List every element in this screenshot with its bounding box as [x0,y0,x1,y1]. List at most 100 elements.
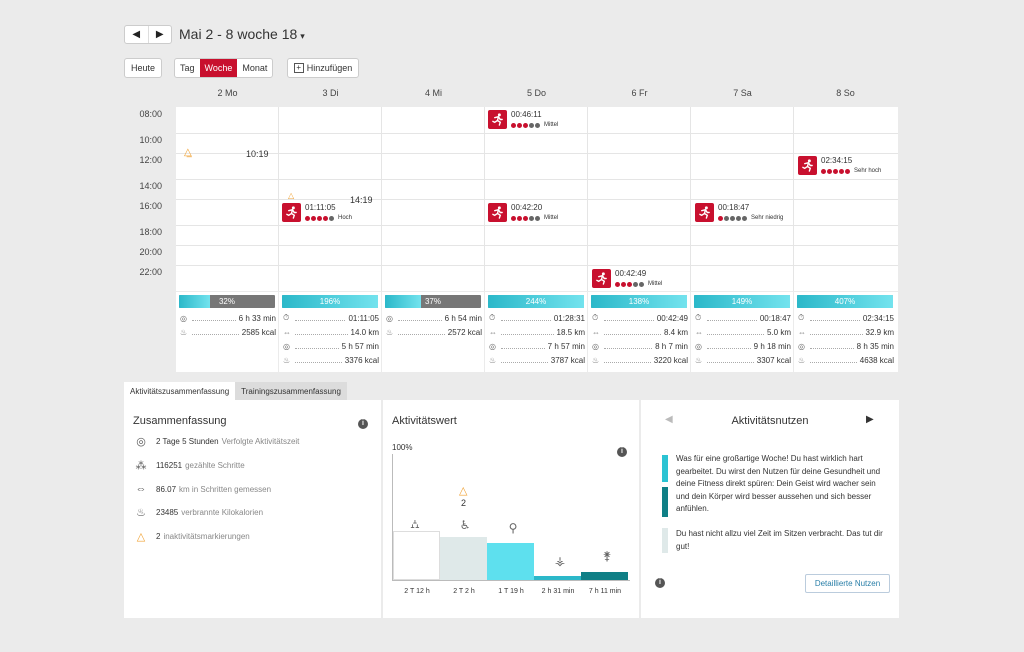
active-time-row: ◎ 7 h 57 min [489,340,585,352]
calories-row: ♨ 2585 kcal [180,326,276,338]
info-icon[interactable]: i [655,578,665,588]
calories-row: ♨ 3307 kcal [695,354,791,366]
day-stats[interactable]: 407% ⏱ 02:34:15 ⇔ 32.9 km ◎ 8 h 35 min ♨ 463… [794,292,898,372]
summary-label: gezählte Schritte [185,461,245,470]
clock-icon: ◎ [386,313,393,323]
activity-entry[interactable]: 02:34:15 Sehr hoch [798,156,881,175]
calories-value: 3307 kcal [756,355,791,365]
activity-entry[interactable]: 00:42:49 Mittel [592,269,662,288]
intensity-dots: Sehr niedrig [718,215,783,221]
active-time-value: 5 h 57 min [341,341,379,351]
goal-percent: 407% [834,297,856,306]
activity-duration: 00:42:20 [511,203,543,212]
legend-bar-darkteal [662,487,668,517]
inactivity-warning-icon: △ [459,485,468,497]
day-header-di: 3 Di [322,88,339,98]
activity-goal-bar: 244% [488,295,584,308]
day-stats[interactable]: 138% ⏱ 00:42:49 ⇔ 8.4 km ◎ 8 h 7 min ♨ 3220 … [588,292,690,372]
day-view-button[interactable]: Tag [180,63,195,73]
calories-value: 4638 kcal [859,355,894,365]
day-stats[interactable]: 244% ⏱ 01:28:31 ⇔ 18.5 km ◎ 7 h 57 min ♨ 378… [485,292,587,372]
prev-week-button[interactable]: ◀ [125,26,149,43]
flame-icon: ♨ [798,355,806,365]
intensity-label: Mittel [544,122,559,128]
activity-duration: 00:18:47 [718,203,750,212]
goal-fill [591,295,687,308]
activity-duration: 01:11:05 [305,203,336,212]
activity-entry[interactable]: 00:46:11 Mittel [488,110,558,129]
running-icon [488,203,507,222]
goal-fill [385,295,421,308]
stopwatch-icon: ⏱ [592,313,599,322]
tab-activity-summary[interactable]: Aktivitätszusammenfassung [124,382,236,400]
activity-entry[interactable]: 00:42:20 Mittel [488,203,558,222]
calories-row: ♨ 2572 kcal [386,326,482,338]
flame-icon: ♨ [489,355,497,365]
date-range-selector[interactable]: Mai 2 - 8 woche 18 ▾ [179,26,305,42]
next-week-button[interactable]: ▶ [155,29,164,40]
activity-duration: 00:46:11 [511,110,542,119]
activity-goal-bar: 407% [797,295,893,308]
intensity-label: Sehr niedrig [751,215,784,221]
calories-value: 3376 kcal [344,355,379,365]
month-view-button[interactable]: Monat [242,63,268,73]
activity-bar [487,543,534,580]
activity-time-icon: ◎ [136,436,146,448]
bar-label: 1 T 19 h [498,588,524,595]
training-duration-value: 01:11:05 [348,313,379,323]
distance-icon: ⇔ [283,327,291,337]
goal-fill [179,295,210,308]
flame-icon: ♨ [180,327,188,337]
training-duration-row: ⏱ 02:34:15 [798,312,894,324]
day-stats[interactable]: 32% ◎ 6 h 33 min ♨ 2585 kcal [176,292,278,372]
activity-entry[interactable]: 01:11:05 Hoch [282,203,352,222]
prev-benefit-button[interactable]: ◀ [665,414,673,425]
clock-icon: ◎ [489,341,496,351]
week-view-button[interactable]: Woche [199,59,238,77]
active-time-value: 6 h 33 min [238,313,276,323]
distance-value: 14.0 km [350,327,379,337]
next-benefit-button[interactable]: ▶ [866,414,874,425]
day-stats[interactable]: 149% ⏱ 00:18:47 ⇔ 5.0 km ◎ 9 h 18 min ♨ 3307… [691,292,793,372]
activity-goal-bar: 149% [694,295,790,308]
inactivity-warning-icon[interactable]: △̲ [184,147,192,158]
day-header-do: 5 Do [526,88,546,98]
detailed-benefits-button[interactable]: Detaillierte Nutzen [805,574,890,593]
calories-value: 2572 kcal [447,327,482,337]
running-icon: ⚵ [602,549,612,563]
tab-training-summary[interactable]: Trainingszusammenfassung [235,382,347,400]
grid-line [381,107,382,291]
summary-value: 23485 [156,508,179,517]
day-stats[interactable]: 37% ◎ 6 h 54 min ♨ 2572 kcal [382,292,484,372]
time-label: 10:00 [139,135,162,145]
intensity-label: Mittel [648,281,663,287]
active-time-row: ◎ 6 h 33 min [180,312,276,324]
flame-icon: ♨ [592,355,600,365]
add-button[interactable]: + Hinzufügen [287,58,359,78]
info-icon[interactable]: i [358,419,368,429]
inactivity-warning-icon[interactable]: △ [288,191,295,200]
day-header-so: 8 So [836,88,855,98]
activity-entry[interactable]: 00:18:47 Sehr niedrig [695,203,783,222]
today-button[interactable]: Heute [124,58,162,78]
day-header-mi: 4 Mi [424,88,442,98]
time-label: 18:00 [139,227,162,237]
running-icon [592,269,611,288]
grid-line [176,153,898,154]
active-time-row: ◎ 9 h 18 min [695,340,791,352]
day-header-fr: 6 Fr [631,88,648,98]
calendar-grid[interactable]: △̲ 10:19 △ 14:19 01:11:05 Hoch 00:46:11 … [176,107,898,291]
standing-icon: ⚲ [508,521,518,535]
walking-icon: ⚶ [554,554,566,568]
goal-fill [488,295,584,308]
info-icon[interactable]: i [617,447,627,457]
calories-row: ♨ 4638 kcal [798,354,894,366]
goal-percent: 32% [218,297,235,306]
activity-bar [393,531,440,580]
day-stats[interactable]: 196% ⏱ 01:11:05 ⇔ 14.0 km ◎ 5 h 57 min ♨ 337… [279,292,381,372]
clock-icon: ◎ [695,341,702,351]
flame-icon: ♨ [695,355,703,365]
grid-line [793,107,794,291]
activity-bar [534,576,581,580]
clock-icon: ◎ [592,341,599,351]
